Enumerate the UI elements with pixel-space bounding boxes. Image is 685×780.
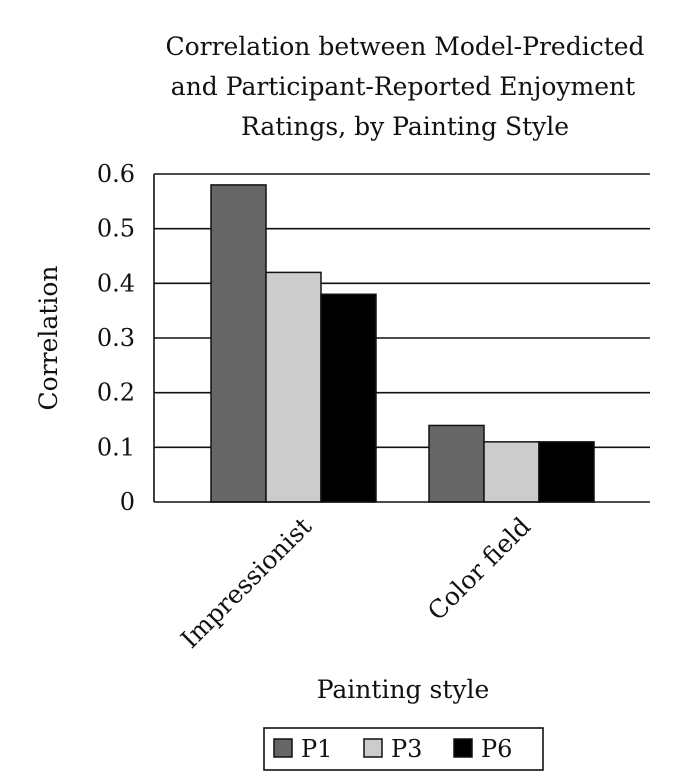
y-tick-label: 0.5 bbox=[97, 215, 135, 243]
legend-box bbox=[263, 727, 544, 771]
bar-p1 bbox=[428, 424, 485, 503]
x-axis-label: Painting style bbox=[317, 675, 490, 704]
legend-entries: P1 P3 P6 bbox=[273, 735, 512, 763]
bar-p6 bbox=[320, 293, 377, 503]
category-labels: Impressionist Color field bbox=[175, 512, 536, 654]
chart-title-line-2: and Participant-Reported Enjoyment bbox=[171, 72, 635, 101]
y-tick-label: 0.6 bbox=[97, 160, 135, 188]
y-axis-label: Correlation bbox=[34, 266, 63, 411]
chart-title-line-1: Correlation between Model-Predicted bbox=[165, 32, 644, 61]
chart-title-line-3: Ratings, by Painting Style bbox=[241, 112, 569, 141]
bar-p6 bbox=[538, 441, 595, 503]
y-tick-label: 0.4 bbox=[97, 269, 135, 297]
bar-p3 bbox=[483, 441, 540, 503]
legend-swatch-p3 bbox=[363, 738, 383, 758]
bars bbox=[210, 184, 595, 503]
chart-title: Correlation between Model-Predicted and … bbox=[165, 32, 644, 141]
bar-p1 bbox=[210, 184, 267, 503]
y-tick-label: 0.1 bbox=[97, 433, 135, 461]
category-label: Color field bbox=[422, 512, 536, 626]
legend-label-p6: P6 bbox=[481, 735, 512, 763]
legend: P1 P3 P6 bbox=[263, 727, 544, 771]
y-tick-label: 0.3 bbox=[97, 324, 135, 352]
legend-swatch-p1 bbox=[273, 738, 293, 758]
legend-label-p3: P3 bbox=[391, 735, 422, 763]
y-tick-labels: 0 0.1 0.2 0.3 0.4 0.5 0.6 bbox=[97, 160, 135, 516]
y-tick-label: 0 bbox=[120, 488, 135, 516]
category-label: Impressionist bbox=[175, 512, 317, 654]
axes bbox=[153, 174, 650, 503]
legend-swatch-p6 bbox=[453, 738, 473, 758]
bar-p3 bbox=[265, 271, 322, 503]
legend-label-p1: P1 bbox=[301, 735, 332, 763]
y-tick-label: 0.2 bbox=[97, 379, 135, 407]
